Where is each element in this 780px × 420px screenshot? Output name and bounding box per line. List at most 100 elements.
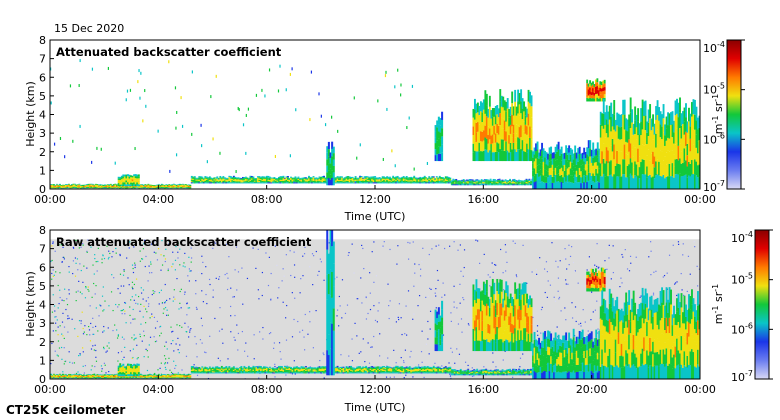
noise-pixel xyxy=(180,240,182,242)
data-cell xyxy=(434,155,437,162)
noise-pixel xyxy=(437,279,439,281)
data-cell xyxy=(294,177,297,179)
noise-pixel xyxy=(141,258,143,260)
noise-pixel xyxy=(289,72,291,76)
data-cell xyxy=(569,148,572,155)
data-cell xyxy=(562,171,565,178)
data-cell xyxy=(420,177,423,179)
data-cell xyxy=(595,162,598,169)
data-cell xyxy=(542,148,545,156)
noise-pixel xyxy=(407,258,410,260)
data-cell xyxy=(76,375,79,376)
data-cell xyxy=(264,182,267,184)
noise-pixel xyxy=(94,325,97,328)
noise-pixel xyxy=(285,317,287,319)
data-cell xyxy=(160,185,163,187)
data-cell xyxy=(88,185,91,187)
date-label: 15 Dec 2020 xyxy=(54,22,124,35)
data-cell xyxy=(94,377,97,378)
noise-pixel xyxy=(594,264,596,266)
data-cell xyxy=(381,182,384,184)
data-cell xyxy=(447,182,450,184)
noise-pixel xyxy=(57,326,59,328)
data-cell xyxy=(595,148,598,156)
data-cell xyxy=(50,186,52,187)
noise-pixel xyxy=(441,365,443,367)
data-cell xyxy=(662,146,665,161)
data-cell xyxy=(67,184,70,186)
data-cell xyxy=(375,182,378,184)
data-cell xyxy=(404,181,407,183)
data-cell xyxy=(243,182,246,184)
data-cell xyxy=(160,377,163,379)
noise-pixel xyxy=(82,243,84,245)
data-cell xyxy=(341,177,344,179)
data-cell xyxy=(61,375,64,377)
data-cell xyxy=(494,179,497,181)
data-cell xyxy=(214,177,217,179)
data-cell xyxy=(664,124,667,136)
data-cell xyxy=(172,185,175,186)
noise-pixel xyxy=(584,321,586,323)
data-cell xyxy=(69,375,72,377)
noise-pixel xyxy=(566,268,568,270)
data-cell xyxy=(279,180,282,183)
data-cell xyxy=(550,160,553,168)
data-cell xyxy=(134,176,137,179)
data-cell xyxy=(667,125,669,138)
data-cell xyxy=(172,183,175,185)
data-cell xyxy=(73,377,76,379)
noise-pixel xyxy=(492,271,494,273)
data-cell xyxy=(154,376,157,378)
data-cell xyxy=(548,175,551,183)
data-cell xyxy=(611,176,614,189)
data-cell xyxy=(64,184,67,185)
data-cell xyxy=(580,159,583,166)
data-cell xyxy=(220,182,223,184)
data-cell xyxy=(600,91,603,95)
noise-pixel xyxy=(412,318,414,320)
data-cell xyxy=(535,181,537,189)
data-cell xyxy=(553,182,556,189)
data-cell xyxy=(120,182,123,185)
data-cell xyxy=(109,185,112,187)
data-cell xyxy=(692,129,695,145)
data-cell xyxy=(115,377,118,379)
data-cell xyxy=(524,181,526,183)
data-cell xyxy=(202,177,205,179)
data-cell xyxy=(601,113,604,126)
data-cell xyxy=(420,179,423,181)
data-cell xyxy=(311,179,313,181)
data-cell xyxy=(487,126,490,136)
data-cell xyxy=(659,163,662,177)
data-cell xyxy=(475,151,478,162)
data-cell xyxy=(510,182,513,184)
noise-pixel xyxy=(219,360,221,362)
data-cell xyxy=(198,182,201,184)
noise-pixel xyxy=(103,330,105,332)
data-cell xyxy=(106,376,109,378)
noise-pixel xyxy=(50,67,52,71)
data-cell xyxy=(407,177,410,179)
data-cell xyxy=(619,176,622,189)
data-cell xyxy=(160,376,163,378)
noise-pixel xyxy=(174,269,176,271)
data-cell xyxy=(141,376,144,378)
data-cell xyxy=(84,184,87,186)
data-cell xyxy=(339,181,342,183)
data-cell xyxy=(70,375,73,377)
noise-pixel xyxy=(68,293,70,295)
data-cell xyxy=(483,181,486,183)
data-cell xyxy=(692,99,695,115)
data-cell xyxy=(461,182,464,184)
noise-pixel xyxy=(133,339,135,341)
data-cell xyxy=(52,184,55,186)
data-cell xyxy=(258,178,261,180)
data-cell xyxy=(175,187,178,189)
noise-pixel xyxy=(82,351,84,353)
data-cell xyxy=(608,175,611,189)
noise-pixel xyxy=(57,340,60,342)
data-cell xyxy=(589,172,592,181)
noise-pixel xyxy=(696,265,698,267)
data-cell xyxy=(211,179,214,181)
